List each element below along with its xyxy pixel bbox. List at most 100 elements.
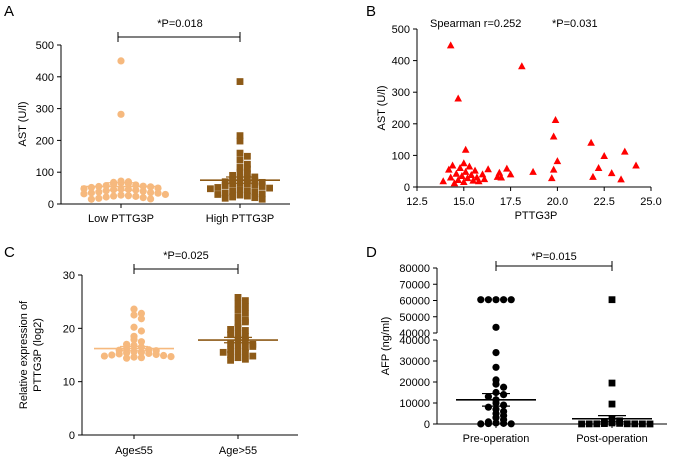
panel-a-point (244, 187, 251, 195)
panel-d-point (484, 393, 492, 401)
panel-c-point (227, 351, 234, 358)
panel-d-category-label: Pre-operation (463, 433, 530, 445)
panel-c-point (234, 313, 242, 321)
panel-b-point (445, 165, 453, 173)
panel-c-significance-bracket: *P=0.025 (133, 250, 239, 274)
panel-a-letter: A (4, 3, 14, 20)
panel-c-point (242, 344, 249, 351)
panel-c-point (137, 309, 145, 317)
panel-d-y-label: 50000 (399, 312, 430, 324)
panel-c-point (242, 337, 249, 345)
panel-d-point (616, 419, 623, 427)
panel-c-x-tick-labels: Age≤55 Age>55 (115, 435, 257, 457)
panel-b-point (600, 152, 608, 160)
panel-a-point (229, 193, 236, 201)
panel-b-point (469, 176, 477, 184)
panel-b-point (465, 162, 474, 170)
panel-a-point (161, 190, 169, 199)
panel-c-point (137, 338, 145, 346)
panel-d-point (507, 420, 515, 428)
panel-d-y-label: 10000 (399, 398, 430, 410)
panel-a-point (258, 195, 266, 203)
panel-a-y-label: 400 (36, 72, 54, 84)
panel-c-point (137, 354, 145, 362)
panel-a-point (117, 57, 125, 65)
panel-a-point (132, 192, 140, 200)
panel-a-point (229, 187, 236, 195)
panel-b-point (589, 172, 597, 180)
panel-c-points (100, 294, 257, 364)
panel-c-point (137, 327, 145, 335)
panel-d-point (500, 401, 508, 409)
panel-b-point (460, 159, 468, 167)
panel-c-point (123, 354, 131, 362)
panel-d-point (492, 419, 500, 427)
panel-d-point (646, 420, 654, 428)
panel-d-point (484, 403, 492, 411)
panel-b-point (460, 177, 468, 185)
panel-b-point (458, 171, 466, 179)
panel-c-point (227, 346, 234, 354)
panel-b-point (467, 170, 476, 178)
panel-c-point (242, 297, 249, 304)
panel-c-point (249, 340, 257, 348)
panel-b-x-tick-label: 25.0 (640, 196, 661, 208)
panel-b-y-label: 500 (392, 24, 410, 36)
panel-b-x-tick-label: 17.5 (500, 196, 521, 208)
panel-d-y-label: 70000 (399, 279, 430, 291)
panel-c-point (130, 311, 138, 319)
panel-d-point (492, 414, 500, 422)
panel-d-point (500, 383, 508, 391)
panel-a-x-tick-labels: Low PTTG3P High PTTG3P (88, 204, 274, 225)
panel-c: C Relative expression of PTTG3P (log2) 0… (4, 244, 298, 457)
panel-d-x-tick-labels: Pre-operation Post-operation (463, 424, 648, 445)
panel-b-point (549, 165, 558, 173)
panel-b-ylabel: AST (U/l) (376, 85, 388, 130)
panel-b-x-tick-label: 20.0 (547, 196, 568, 208)
panel-a-ylabel: AST (U/l) (17, 101, 29, 146)
panel-b-point (454, 176, 462, 184)
panel-a-point (244, 165, 251, 173)
panel-b-point (549, 132, 558, 140)
panel-d-letter: D (366, 244, 377, 261)
panel-d-points (477, 296, 654, 428)
panel-a-y-label: 0 (48, 199, 54, 211)
panel-a-category-label: High PTTG3P (206, 213, 274, 225)
panel-a-point (207, 185, 214, 193)
panel-a-point (236, 132, 244, 140)
panel-b: B AST (U/l) 0 100 200 300 400 500 12.5 15.0 17.… (366, 3, 662, 222)
panel-a-point (80, 190, 88, 198)
panel-a-point (102, 187, 110, 195)
panel-d-point (492, 388, 500, 397)
panel-c-category-label: Age>55 (219, 445, 257, 457)
panel-a-point (124, 192, 132, 200)
panel-b-x-tick-label: 15.0 (453, 196, 474, 208)
panel-d-point (500, 391, 508, 399)
panel-b-point (484, 165, 492, 173)
panel-c-point (234, 323, 242, 331)
panel-b-y-label: 100 (392, 150, 410, 162)
panel-a-point (251, 181, 259, 189)
panel-c-letter: C (4, 244, 15, 261)
panel-b-spearman: Spearman r=0.252 (430, 18, 521, 30)
panel-a-point (221, 189, 229, 197)
panel-b-point (450, 179, 459, 187)
panel-a-category-label: Low PTTG3P (88, 213, 154, 225)
panel-c-point (242, 318, 249, 326)
panel-c-point (234, 306, 242, 314)
panel-a-mean-bars (81, 176, 280, 191)
panel-d-y-label: 40000 (399, 335, 430, 347)
panel-c-p-value: *P=0.025 (163, 250, 209, 262)
panel-c-point (115, 350, 123, 358)
panel-d-point (608, 379, 616, 387)
panel-a-point (110, 192, 118, 200)
panel-c-point (227, 326, 234, 333)
panel-b-point (461, 145, 470, 153)
panel-c-point (145, 349, 153, 357)
panel-d-point (623, 420, 631, 428)
panel-c-category-label: Age≤55 (115, 445, 153, 457)
panel-b-point (594, 164, 603, 172)
panel-a-point (132, 186, 140, 194)
panel-d-point (492, 349, 500, 357)
